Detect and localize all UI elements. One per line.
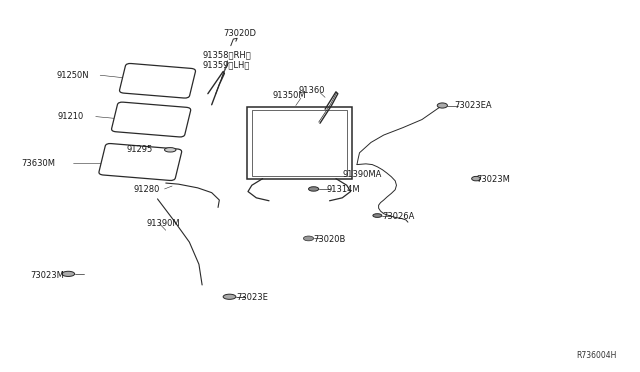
Text: 73630M: 73630M [22,158,56,168]
Text: 91314M: 91314M [326,185,360,194]
Text: 73023M: 73023M [476,175,510,184]
Ellipse shape [373,214,382,217]
Text: 91359〈LH〉: 91359〈LH〉 [202,60,250,70]
Text: 73020D: 73020D [223,29,256,38]
Text: 91280: 91280 [133,185,159,194]
Text: 91295: 91295 [127,145,153,154]
Ellipse shape [303,236,314,241]
Ellipse shape [164,148,176,152]
Ellipse shape [223,294,236,299]
FancyBboxPatch shape [120,64,195,98]
Text: 73023M: 73023M [30,271,64,280]
Text: 91350M: 91350M [272,91,306,100]
Text: 91390M: 91390M [147,219,180,228]
Bar [246,107,352,179]
Text: 91250N: 91250N [57,71,90,80]
Text: 91360: 91360 [299,86,326,94]
Text: 91210: 91210 [58,112,84,121]
Text: 73020B: 73020B [314,235,346,244]
Text: 91358〈RH〉: 91358〈RH〉 [202,51,251,60]
Ellipse shape [472,176,481,181]
Text: 73023E: 73023E [236,293,268,302]
FancyBboxPatch shape [111,102,191,137]
Ellipse shape [437,103,447,108]
Ellipse shape [62,271,75,276]
Text: R736004H: R736004H [576,350,616,359]
Text: 73023EA: 73023EA [454,101,492,110]
Text: 91390MA: 91390MA [342,170,381,179]
FancyBboxPatch shape [99,144,182,180]
Bar [252,110,347,176]
Ellipse shape [308,187,319,191]
Text: 73026A: 73026A [383,212,415,221]
